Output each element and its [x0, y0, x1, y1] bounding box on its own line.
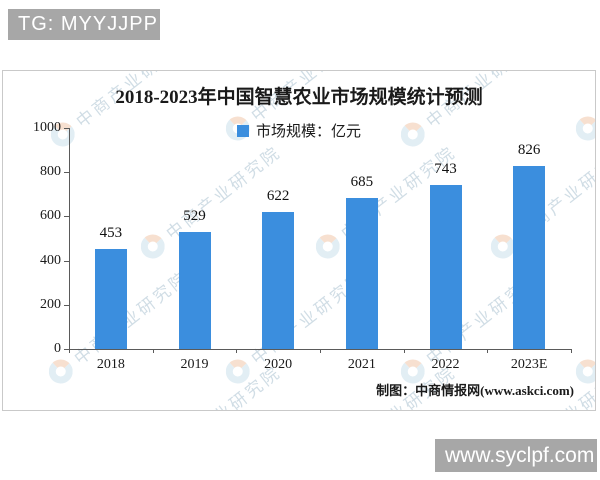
bar — [345, 197, 378, 349]
x-axis-tick — [320, 349, 321, 353]
chart-legend: 市场规模：亿元 — [3, 120, 595, 141]
chart-credit: 制图：中商情报网(www.askci.com) — [376, 383, 574, 398]
bar-value-label: 622 — [266, 187, 290, 204]
bar — [94, 248, 127, 349]
y-axis-tick-label: 1000 — [33, 120, 61, 135]
y-axis-tick-label: 200 — [40, 296, 61, 312]
y-axis-tick — [64, 349, 69, 350]
x-axis-category-label: 2021 — [347, 357, 376, 372]
bar-value-label: 453 — [99, 224, 123, 241]
chart-title: 2018-2023年中国智慧农业市场规模统计预测 — [115, 87, 483, 108]
bar-value-label: 685 — [350, 173, 374, 190]
bar — [178, 232, 211, 349]
x-axis-category-label: 2018 — [96, 357, 125, 372]
site-watermark-badge: www.syclpf.com — [435, 439, 597, 472]
y-axis-tick-label: 0 — [54, 341, 61, 356]
bar-value-label: 826 — [517, 142, 541, 159]
y-axis-tick — [64, 216, 69, 218]
y-axis-tick-label: 800 — [40, 164, 61, 180]
bar — [513, 166, 546, 349]
y-axis-line — [69, 128, 70, 349]
y-axis-tick — [64, 304, 69, 306]
tg-watermark-badge: TG: MYYJJPP — [8, 9, 160, 40]
x-axis-tick — [487, 349, 489, 353]
legend-label: 市场规模：亿元 — [255, 124, 361, 140]
x-axis-category-label: 2022 — [431, 357, 460, 372]
y-axis-tick-label: 600 — [40, 208, 61, 224]
bar — [429, 184, 462, 349]
bar — [262, 211, 295, 349]
x-axis-tick — [152, 349, 154, 353]
y-axis-tick — [64, 172, 69, 174]
x-axis-tick — [69, 349, 70, 353]
x-axis-category-label: 2020 — [264, 357, 293, 372]
x-axis-category-label: 2019 — [180, 357, 209, 372]
y-axis-tick — [64, 260, 69, 262]
chart-panel: 中商产业研究院 中商产业研究院 中商产业研究院 中商产业研究院 中商产业研究院 中商产业研… — [2, 70, 596, 411]
x-axis-tick — [571, 349, 572, 353]
y-axis-tick — [64, 128, 69, 129]
plot-area: 0 200 400 600 800 1000 453 2018 529 2019 622 2020 68… — [3, 71, 595, 410]
x-axis-tick — [403, 349, 405, 353]
bar-value-label: 529 — [183, 208, 206, 225]
legend-swatch-icon — [236, 124, 249, 137]
y-axis-tick-label: 400 — [40, 252, 61, 268]
x-axis-category-label: 2023E — [510, 357, 548, 372]
x-axis-tick — [236, 349, 238, 353]
bar-value-label: 743 — [434, 160, 457, 177]
